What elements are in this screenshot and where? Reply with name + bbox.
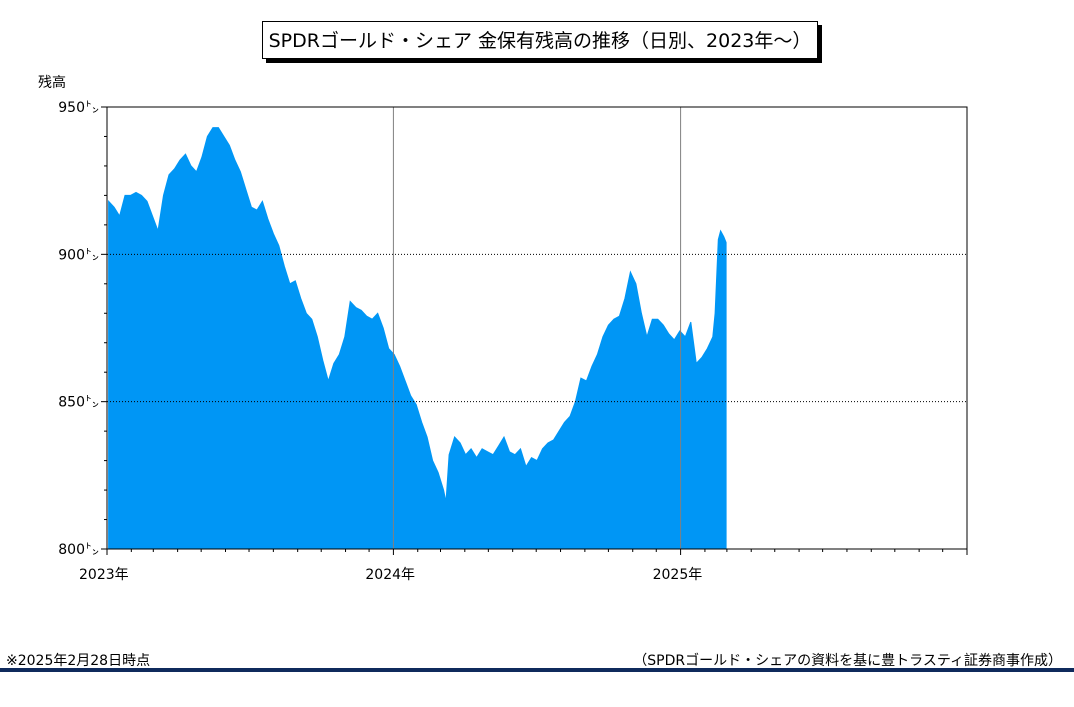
chart-title: SPDRゴールド・シェア 金保有残高の推移（日別、2023年～） — [262, 21, 818, 59]
grid-layer — [107, 107, 967, 549]
x-tick-label: 2024年 — [365, 567, 415, 583]
source-note: （SPDRゴールド・シェアの資料を基に豊トラスティ証券商事作成） — [633, 653, 1062, 669]
bottom-rule — [0, 668, 1074, 672]
as-of-note: ※2025年2月28日時点 — [6, 653, 151, 669]
y-axis-label: 残高 — [38, 75, 66, 91]
y-tick-label: 850㌧ — [58, 395, 99, 411]
tick-layer — [101, 106, 968, 555]
y-tick-label: 950㌧ — [58, 100, 99, 116]
area-layer — [108, 127, 727, 550]
plot-frame — [106, 106, 968, 550]
x-tick-label: 2025年 — [653, 567, 703, 583]
x-tick-label: 2023年 — [79, 567, 129, 583]
area-series-0 — [108, 127, 727, 550]
y-tick-label: 800㌧ — [58, 542, 99, 558]
y-tick-label: 900㌧ — [58, 247, 99, 263]
label-layer: 800㌧ 850㌧ 900㌧ 950㌧ 2023年 2024年 2025年 — [58, 100, 702, 583]
